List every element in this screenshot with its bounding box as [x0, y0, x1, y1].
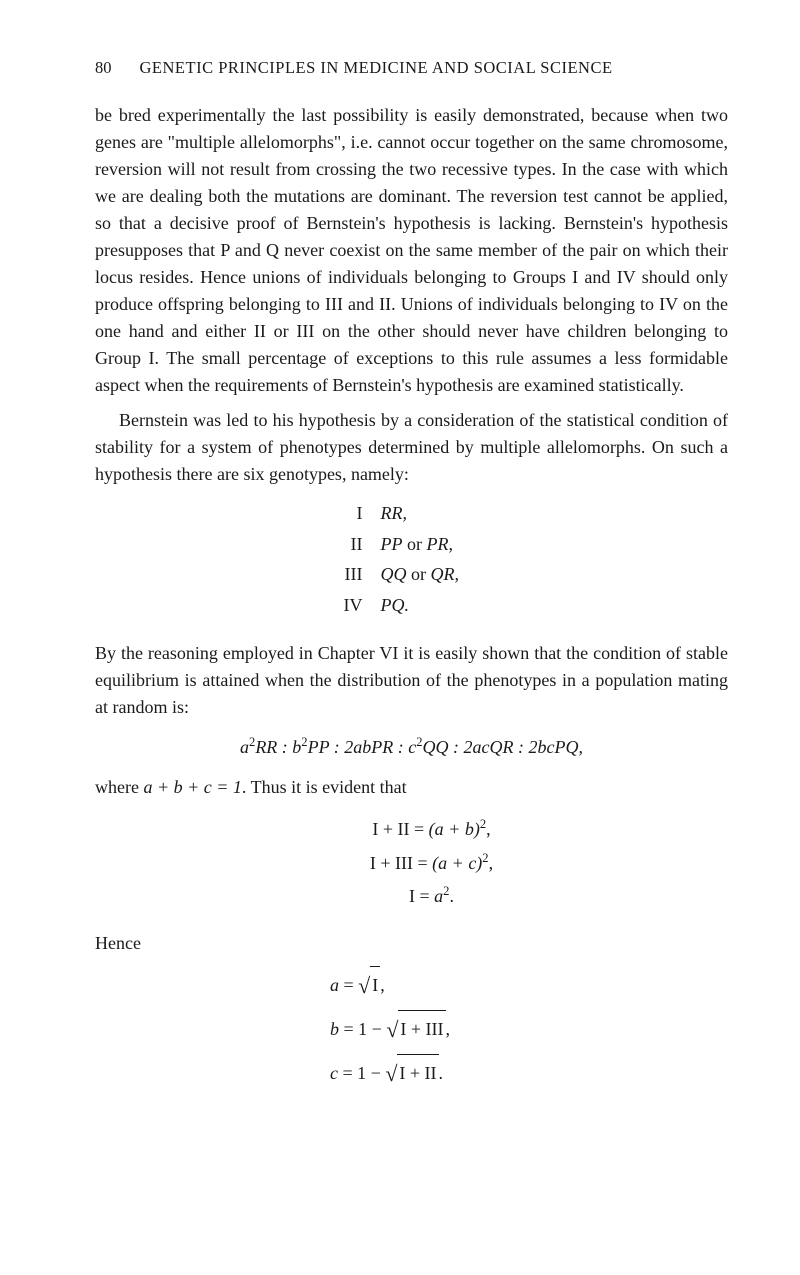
equation-2: I + III = (a + c)2,: [95, 847, 728, 880]
equation-block-2: a = √I, b = 1 − √I + III, c = 1 − √I + I…: [95, 962, 728, 1094]
genotype-row-2: II PP or PR,: [95, 529, 728, 560]
paragraph-2: Bernstein was led to his hypothesis by a…: [95, 407, 728, 488]
genotype-val-4: PQ.: [381, 590, 491, 621]
page-number: 80: [95, 58, 112, 78]
genotype-row-3: III QQ or QR,: [95, 559, 728, 590]
running-title: GENETIC PRINCIPLES IN MEDICINE AND SOCIA…: [140, 58, 613, 78]
hence-label: Hence: [95, 933, 728, 954]
paragraph-3: By the reasoning employed in Chapter VI …: [95, 640, 728, 721]
genotype-list: I RR, II PP or PR, III QQ or QR, IV PQ.: [95, 498, 728, 620]
genotype-num-4: IV: [333, 590, 363, 621]
genotype-row-1: I RR,: [95, 498, 728, 529]
paragraph-4: where a + b + c = 1. Thus it is evident …: [95, 774, 728, 801]
genotype-val-3: QQ or QR,: [381, 559, 491, 590]
genotype-val-2: PP or PR,: [381, 529, 491, 560]
equation-b: b = 1 − √I + III,: [95, 1006, 728, 1050]
equation-1: I + II = (a + b)2,: [95, 813, 728, 846]
equation-a: a = √I,: [95, 962, 728, 1006]
genotype-num-3: III: [333, 559, 363, 590]
genotype-num-1: I: [333, 498, 363, 529]
genotype-num-2: II: [333, 529, 363, 560]
genotype-val-1: RR,: [381, 498, 491, 529]
page-header: 80 GENETIC PRINCIPLES IN MEDICINE AND SO…: [95, 58, 728, 78]
equation-3: I = a2.: [95, 880, 728, 913]
paragraph-1: be bred experimentally the last possibil…: [95, 102, 728, 399]
genotype-row-4: IV PQ.: [95, 590, 728, 621]
ratio-equation: a2RR : b2PP : 2abPR : c2QQ : 2acQR : 2bc…: [95, 737, 728, 758]
equation-block-1: I + II = (a + b)2, I + III = (a + c)2, I…: [95, 813, 728, 913]
equation-c: c = 1 − √I + II.: [95, 1050, 728, 1094]
